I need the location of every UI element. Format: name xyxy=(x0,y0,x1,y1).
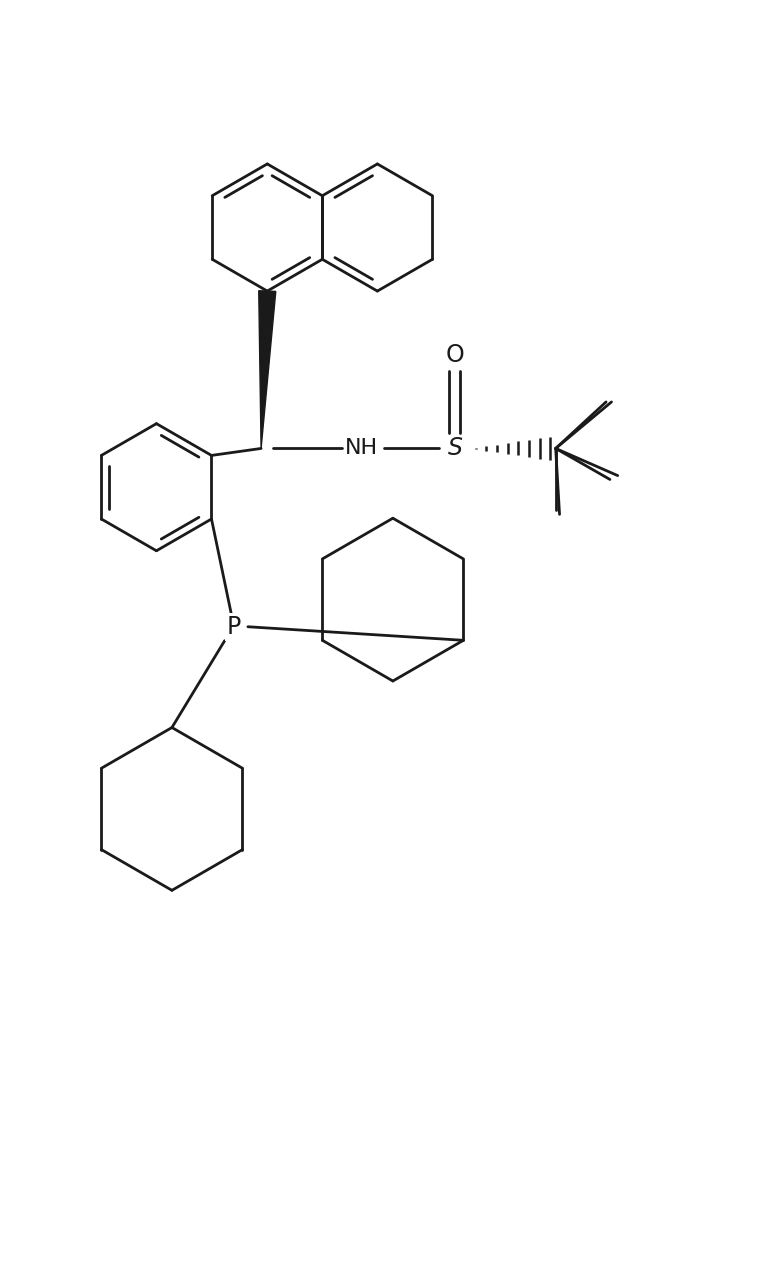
Text: NH: NH xyxy=(345,439,378,458)
Polygon shape xyxy=(259,291,275,448)
Text: S: S xyxy=(447,437,462,461)
Text: O: O xyxy=(446,344,464,368)
Text: P: P xyxy=(227,614,241,638)
